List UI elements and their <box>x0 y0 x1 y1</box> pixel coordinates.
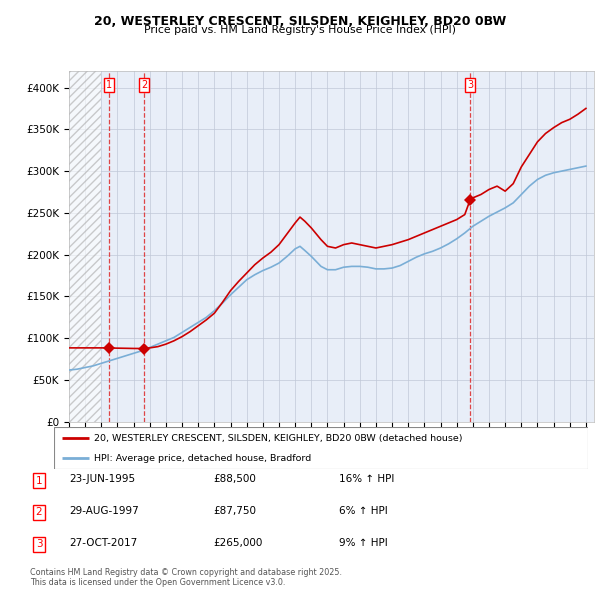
Text: 6% ↑ HPI: 6% ↑ HPI <box>339 506 388 516</box>
Text: 2: 2 <box>35 507 43 517</box>
Text: 2: 2 <box>141 80 148 90</box>
Text: 29-AUG-1997: 29-AUG-1997 <box>69 506 139 516</box>
Text: Price paid vs. HM Land Registry's House Price Index (HPI): Price paid vs. HM Land Registry's House … <box>144 25 456 35</box>
Text: 3: 3 <box>467 80 473 90</box>
Text: 1: 1 <box>35 476 43 486</box>
Text: £265,000: £265,000 <box>213 538 262 548</box>
Text: 9% ↑ HPI: 9% ↑ HPI <box>339 538 388 548</box>
Text: 3: 3 <box>35 539 43 549</box>
Text: Contains HM Land Registry data © Crown copyright and database right 2025.
This d: Contains HM Land Registry data © Crown c… <box>30 568 342 587</box>
Text: 20, WESTERLEY CRESCENT, SILSDEN, KEIGHLEY, BD20 0BW: 20, WESTERLEY CRESCENT, SILSDEN, KEIGHLE… <box>94 15 506 28</box>
Text: £87,750: £87,750 <box>213 506 256 516</box>
Text: 1: 1 <box>106 80 112 90</box>
Text: 23-JUN-1995: 23-JUN-1995 <box>69 474 135 484</box>
Text: 16% ↑ HPI: 16% ↑ HPI <box>339 474 394 484</box>
Text: HPI: Average price, detached house, Bradford: HPI: Average price, detached house, Brad… <box>94 454 311 463</box>
Text: 27-OCT-2017: 27-OCT-2017 <box>69 538 137 548</box>
Text: £88,500: £88,500 <box>213 474 256 484</box>
Text: 20, WESTERLEY CRESCENT, SILSDEN, KEIGHLEY, BD20 0BW (detached house): 20, WESTERLEY CRESCENT, SILSDEN, KEIGHLE… <box>94 434 463 442</box>
FancyBboxPatch shape <box>54 427 588 469</box>
